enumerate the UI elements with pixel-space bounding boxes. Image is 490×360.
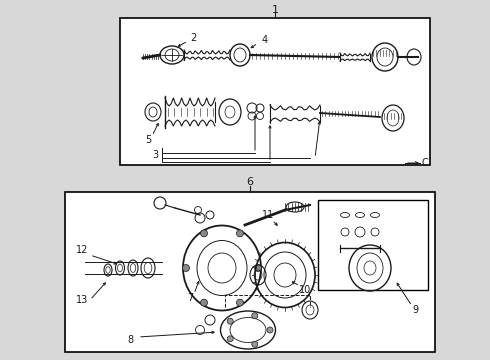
Circle shape xyxy=(200,299,207,306)
Circle shape xyxy=(267,327,273,333)
Text: 9: 9 xyxy=(412,305,418,315)
Circle shape xyxy=(182,265,190,271)
Circle shape xyxy=(227,336,233,342)
Text: C: C xyxy=(421,158,428,168)
Text: 1: 1 xyxy=(271,5,278,15)
Text: 5: 5 xyxy=(145,135,151,145)
Circle shape xyxy=(254,265,262,271)
Text: 13: 13 xyxy=(76,295,88,305)
Bar xyxy=(0,175,490,360)
Text: 6: 6 xyxy=(246,177,253,187)
Circle shape xyxy=(252,313,258,319)
Text: 2: 2 xyxy=(190,33,196,43)
Bar xyxy=(120,18,430,165)
Bar xyxy=(65,192,435,352)
Bar xyxy=(318,200,428,290)
Text: 8: 8 xyxy=(127,335,133,345)
Circle shape xyxy=(200,230,207,237)
Text: 11: 11 xyxy=(262,210,274,220)
Text: 3: 3 xyxy=(152,150,158,160)
Text: 10: 10 xyxy=(299,285,311,295)
Text: 7: 7 xyxy=(187,293,193,303)
Text: 12: 12 xyxy=(76,245,88,255)
Circle shape xyxy=(237,299,244,306)
Circle shape xyxy=(237,230,244,237)
Text: 4: 4 xyxy=(262,35,268,45)
Circle shape xyxy=(227,318,233,324)
Circle shape xyxy=(252,341,258,347)
Bar xyxy=(0,0,490,175)
